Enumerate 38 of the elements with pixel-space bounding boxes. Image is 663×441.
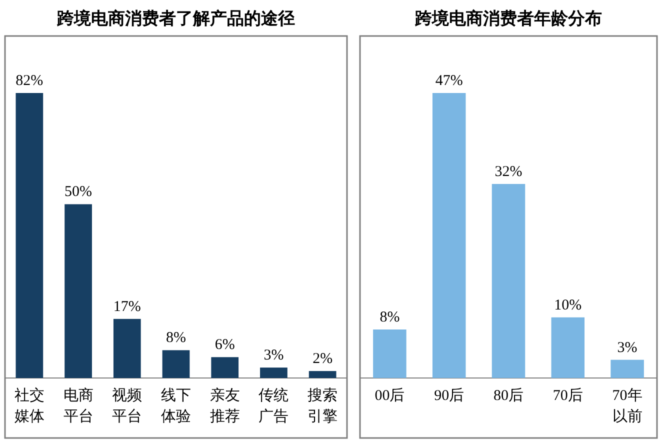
x-tick-label: 视频平台 bbox=[112, 387, 142, 425]
data-label: 8% bbox=[380, 309, 400, 326]
data-label: 47% bbox=[435, 73, 463, 89]
x-tick-label: 90后 bbox=[434, 387, 464, 404]
data-label: 10% bbox=[554, 297, 582, 314]
data-label: 3% bbox=[264, 348, 284, 364]
x-tick-label: 80后 bbox=[494, 387, 524, 404]
bar bbox=[373, 329, 406, 378]
x-tick-label: 电商平台 bbox=[63, 387, 94, 425]
bar bbox=[432, 93, 466, 378]
data-label: 6% bbox=[214, 337, 235, 354]
x-tick-label: 70后 bbox=[552, 387, 583, 404]
bar bbox=[162, 350, 190, 378]
bar bbox=[113, 318, 141, 378]
data-label: 8% bbox=[166, 330, 186, 346]
data-label: 32% bbox=[494, 164, 522, 180]
chart-title: 跨境电商消费者年龄分布 bbox=[414, 9, 602, 28]
chart-title: 跨境电商消费者了解产品的途径 bbox=[56, 9, 295, 28]
data-label: 3% bbox=[617, 340, 638, 356]
x-tick-label: 社交媒体 bbox=[14, 387, 44, 425]
x-tick-label: 搜索引擎 bbox=[308, 387, 338, 425]
data-label: 17% bbox=[113, 298, 141, 315]
bar bbox=[64, 204, 92, 378]
bar bbox=[16, 93, 44, 378]
data-label: 50% bbox=[64, 184, 92, 200]
x-tick-label: 亲友推荐 bbox=[210, 387, 240, 425]
x-tick-label: 00后 bbox=[374, 387, 405, 404]
x-tick-label: 线下体验 bbox=[161, 387, 191, 425]
bar bbox=[551, 317, 585, 378]
bar bbox=[211, 357, 239, 378]
x-tick-label: 传统广告 bbox=[258, 387, 289, 425]
bar bbox=[492, 184, 526, 378]
bar bbox=[260, 368, 288, 378]
bar bbox=[610, 360, 644, 378]
data-label: 2% bbox=[312, 351, 333, 368]
data-label: 82% bbox=[16, 73, 44, 89]
x-tick-label: 70年以前 bbox=[612, 387, 642, 425]
bar bbox=[308, 371, 336, 378]
